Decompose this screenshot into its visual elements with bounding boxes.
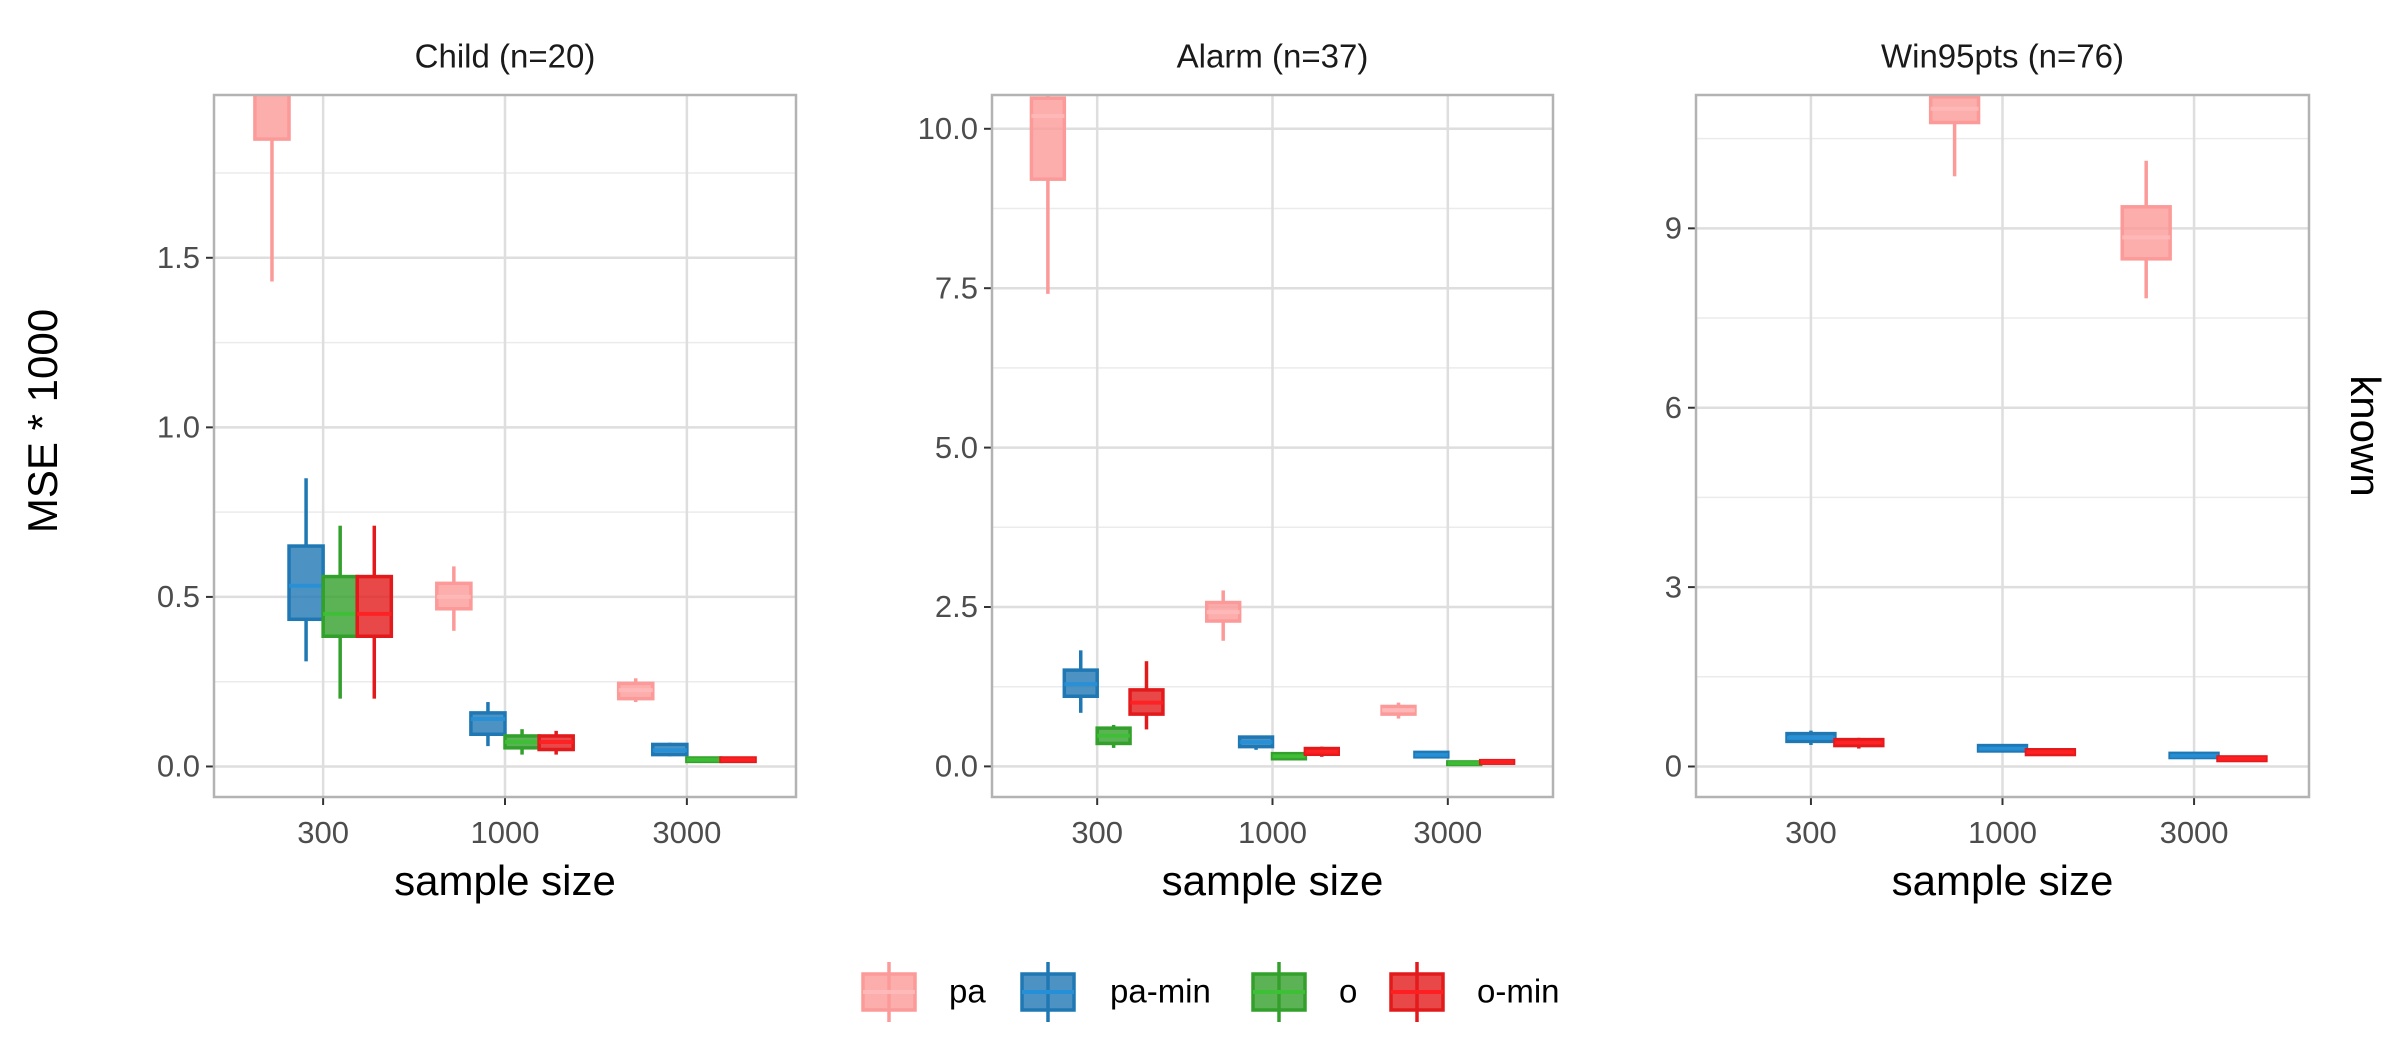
facet-title: Child (n=20) [415, 38, 596, 75]
facet-title: Alarm (n=37) [1177, 38, 1369, 75]
x-tick-label: 1000 [1238, 815, 1307, 850]
panel: 0 3 6 9 300 1000 3000 Win95pts (n=76) sample siz… [1665, 38, 2311, 904]
y-tick-label: 2.5 [935, 589, 978, 624]
x-tick-label: 3000 [1413, 815, 1482, 850]
x-tick-label: 300 [297, 815, 349, 850]
box [321, 574, 359, 639]
y-tick-label: 3 [1665, 569, 1682, 604]
panel-border [212, 93, 798, 799]
y-tick-label: 6 [1665, 390, 1682, 425]
panel-border [1694, 93, 2311, 799]
legend-label: o-min [1477, 973, 1560, 1010]
legend-label: pa [949, 973, 986, 1010]
box [355, 574, 394, 639]
x-tick-label: 3000 [2160, 815, 2229, 850]
boxes [253, 95, 757, 764]
legend-label: pa-min [1110, 973, 1211, 1010]
y-tick-label: 0 [1665, 749, 1682, 784]
y-tick-label: 0.0 [157, 749, 200, 784]
x-tick-label: 1000 [471, 815, 540, 850]
legend-label: o [1339, 973, 1357, 1010]
box [287, 544, 325, 622]
y-tick-label: 10.0 [918, 111, 978, 146]
box [253, 95, 291, 141]
box [1029, 96, 1067, 181]
row-strip-label: known [2342, 375, 2389, 496]
y-tick-label: 1.5 [157, 240, 200, 275]
box [2120, 205, 2172, 261]
y-tick-label: 7.5 [935, 270, 978, 305]
boxes [1785, 95, 2268, 763]
panel: 0.0 0.5 1.0 1.5 300 1000 3000 Child (n=20) sampl… [157, 38, 798, 904]
boxes [1029, 95, 1516, 767]
panel-border [990, 93, 1555, 799]
x-axis-title: sample size [1162, 857, 1384, 904]
facet-title: Win95pts (n=76) [1881, 38, 2124, 75]
panel: 0.0 2.5 5.0 7.5 10.0 300 1000 3000 Alarm (n=37) s… [918, 38, 1555, 904]
x-tick-label: 3000 [652, 815, 721, 850]
x-axis-title: sample size [394, 857, 616, 904]
x-tick-label: 300 [1071, 815, 1123, 850]
x-axis-title: sample size [1892, 857, 2114, 904]
box [469, 711, 507, 737]
legend: pa pa-min o o-min [861, 962, 1560, 1022]
y-tick-label: 0.0 [935, 749, 978, 784]
y-tick-label: 5.0 [935, 430, 978, 465]
y-tick-label: 9 [1665, 211, 1682, 246]
y-tick-label: 0.5 [157, 579, 200, 614]
x-tick-label: 300 [1785, 815, 1837, 850]
y-axis-title: MSE * 1000 [19, 309, 66, 533]
y-tick-label: 1.0 [157, 410, 200, 445]
x-tick-label: 1000 [1968, 815, 2037, 850]
